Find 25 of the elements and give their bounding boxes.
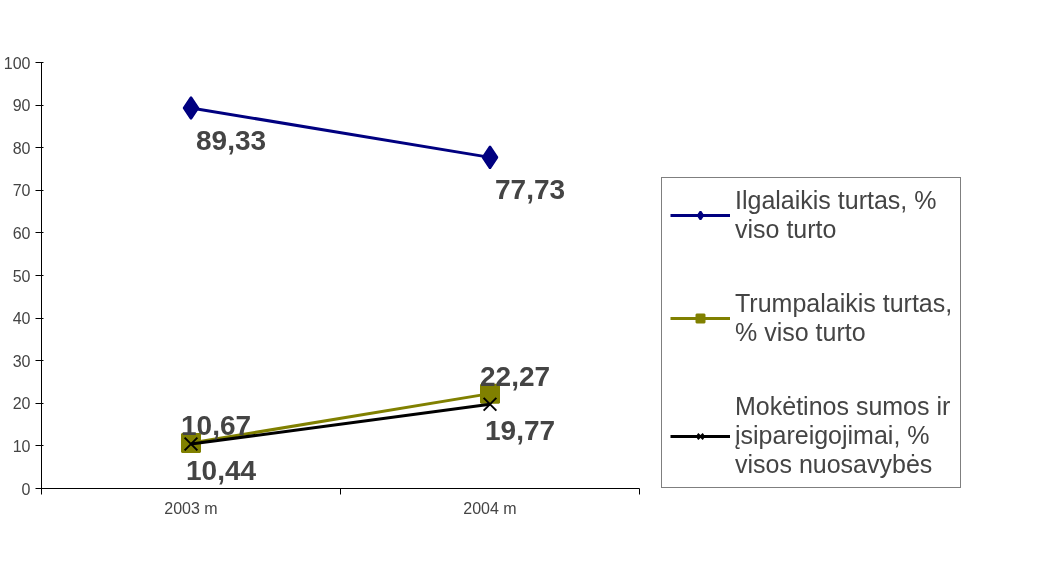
- x-tick-label: 2004 m: [463, 499, 517, 517]
- y-tick-label: 30: [12, 352, 31, 370]
- y-tick-label: 50: [12, 267, 31, 285]
- y-tick-label: 40: [12, 310, 31, 328]
- legend-label: Ilgalaikis turtas, % viso turto: [735, 186, 937, 244]
- legend-label: Trumpalaikis turtas, % viso turto: [735, 289, 953, 347]
- x-tick-label: 2003 m: [164, 499, 218, 517]
- y-tick-label: 100: [3, 54, 31, 72]
- data-label: 19,77: [485, 415, 556, 447]
- legend-label: Mokėtinos sumos ir įsipareigojimai, % visos nuosavybės: [735, 392, 951, 479]
- y-tick-label: 10: [12, 437, 31, 455]
- y-tick-label: 80: [12, 139, 31, 157]
- y-tick-label: 90: [12, 97, 31, 115]
- y-tick-label: 70: [12, 182, 31, 200]
- y-tick-label: 20: [12, 395, 31, 413]
- data-label: 22,27: [480, 360, 551, 392]
- point: [482, 396, 498, 412]
- y-tick-label: 0: [21, 480, 31, 498]
- y-tick-label: 60: [12, 224, 31, 242]
- point: [182, 95, 200, 120]
- data-label: 10,44: [186, 455, 257, 487]
- data-label: 89,33: [196, 124, 267, 156]
- data-label: 77,73: [495, 174, 566, 206]
- data-label: 10,67: [181, 410, 252, 442]
- point: [481, 145, 499, 170]
